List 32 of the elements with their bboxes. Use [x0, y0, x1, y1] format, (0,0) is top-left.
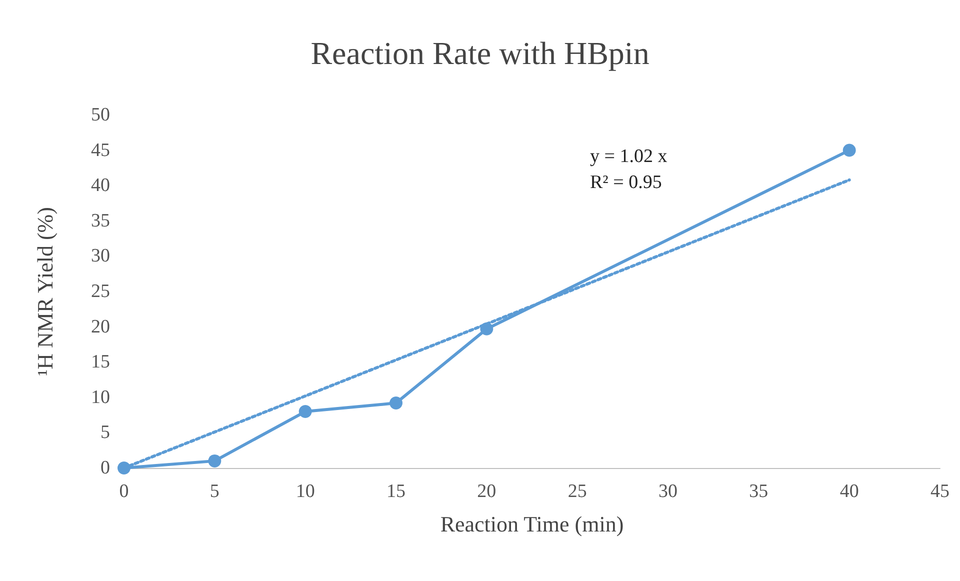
y-tick-label: 20 — [91, 316, 110, 338]
y-tick-label: 35 — [91, 210, 110, 232]
point — [208, 454, 222, 468]
y-tick-label: 50 — [91, 104, 110, 126]
x-tick-label: 15 — [386, 481, 406, 502]
y-tick-label: 30 — [91, 246, 110, 267]
x-tick-label: 20 — [477, 481, 496, 502]
x-tick-label: 0 — [119, 481, 129, 502]
y-axis-title: ¹H NMR Yield (%) — [32, 207, 58, 376]
point — [390, 396, 402, 410]
x-tick-label: 45 — [930, 481, 950, 502]
x-tick-label: 40 — [840, 481, 859, 502]
y-tick-label: 0 — [100, 458, 110, 478]
x-tick-label: 35 — [749, 481, 768, 502]
annotation: R² = 0.95 — [590, 172, 662, 193]
y-tick-label: 40 — [91, 175, 110, 196]
x-tick-label: 10 — [296, 481, 315, 502]
point — [842, 144, 856, 157]
point — [480, 322, 494, 336]
y-tick-label: 15 — [91, 352, 110, 373]
chart-title: Reaction Rate with HBpin — [310, 35, 650, 71]
x-tick-label: 5 — [210, 481, 220, 502]
x-tick-label: 30 — [658, 481, 678, 502]
y-tick-label: 5 — [100, 422, 110, 444]
point — [118, 462, 130, 474]
x-tick-label: 25 — [568, 481, 587, 502]
y-tick-label: 45 — [91, 140, 110, 161]
y-tick-label: 25 — [91, 281, 110, 302]
x-axis-title: Reaction Time (min) — [440, 512, 624, 536]
annotation: y = 1.02 x — [590, 146, 668, 167]
point — [298, 405, 312, 418]
y-tick-label: 10 — [91, 386, 110, 408]
